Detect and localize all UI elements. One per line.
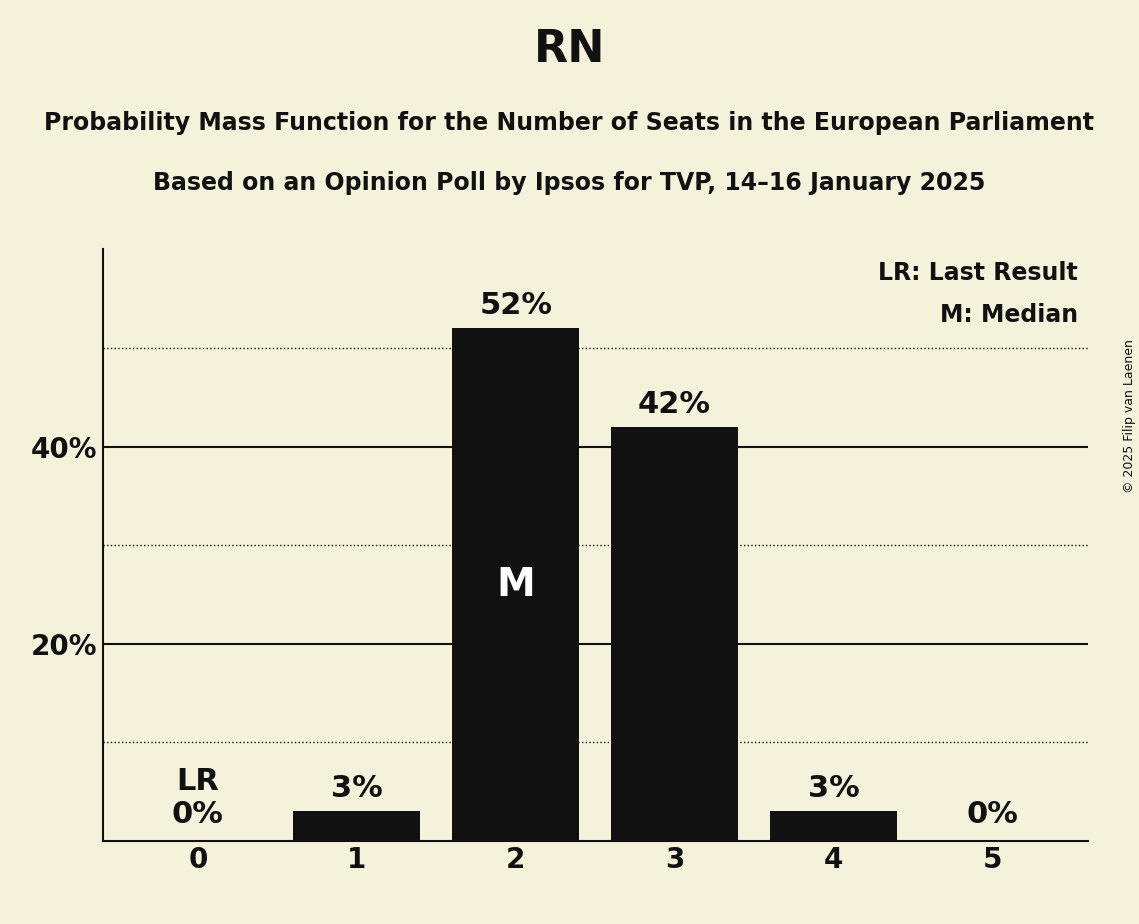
Text: 42%: 42%: [638, 390, 711, 419]
Text: RN: RN: [534, 28, 605, 71]
Text: © 2025 Filip van Laenen: © 2025 Filip van Laenen: [1123, 339, 1137, 492]
Text: Based on an Opinion Poll by Ipsos for TVP, 14–16 January 2025: Based on an Opinion Poll by Ipsos for TV…: [154, 171, 985, 195]
Text: 0%: 0%: [967, 800, 1018, 829]
Text: 0%: 0%: [172, 800, 223, 829]
Text: Probability Mass Function for the Number of Seats in the European Parliament: Probability Mass Function for the Number…: [44, 111, 1095, 135]
Bar: [452, 328, 580, 841]
Text: LR: LR: [177, 768, 220, 796]
Text: 52%: 52%: [480, 291, 552, 321]
Text: M: Median: M: Median: [940, 303, 1077, 327]
Bar: [293, 811, 420, 841]
Text: 3%: 3%: [331, 774, 383, 803]
Text: M: M: [497, 565, 535, 603]
Bar: [770, 811, 898, 841]
Bar: [611, 427, 738, 841]
Text: LR: Last Result: LR: Last Result: [878, 261, 1077, 286]
Text: 3%: 3%: [808, 774, 859, 803]
